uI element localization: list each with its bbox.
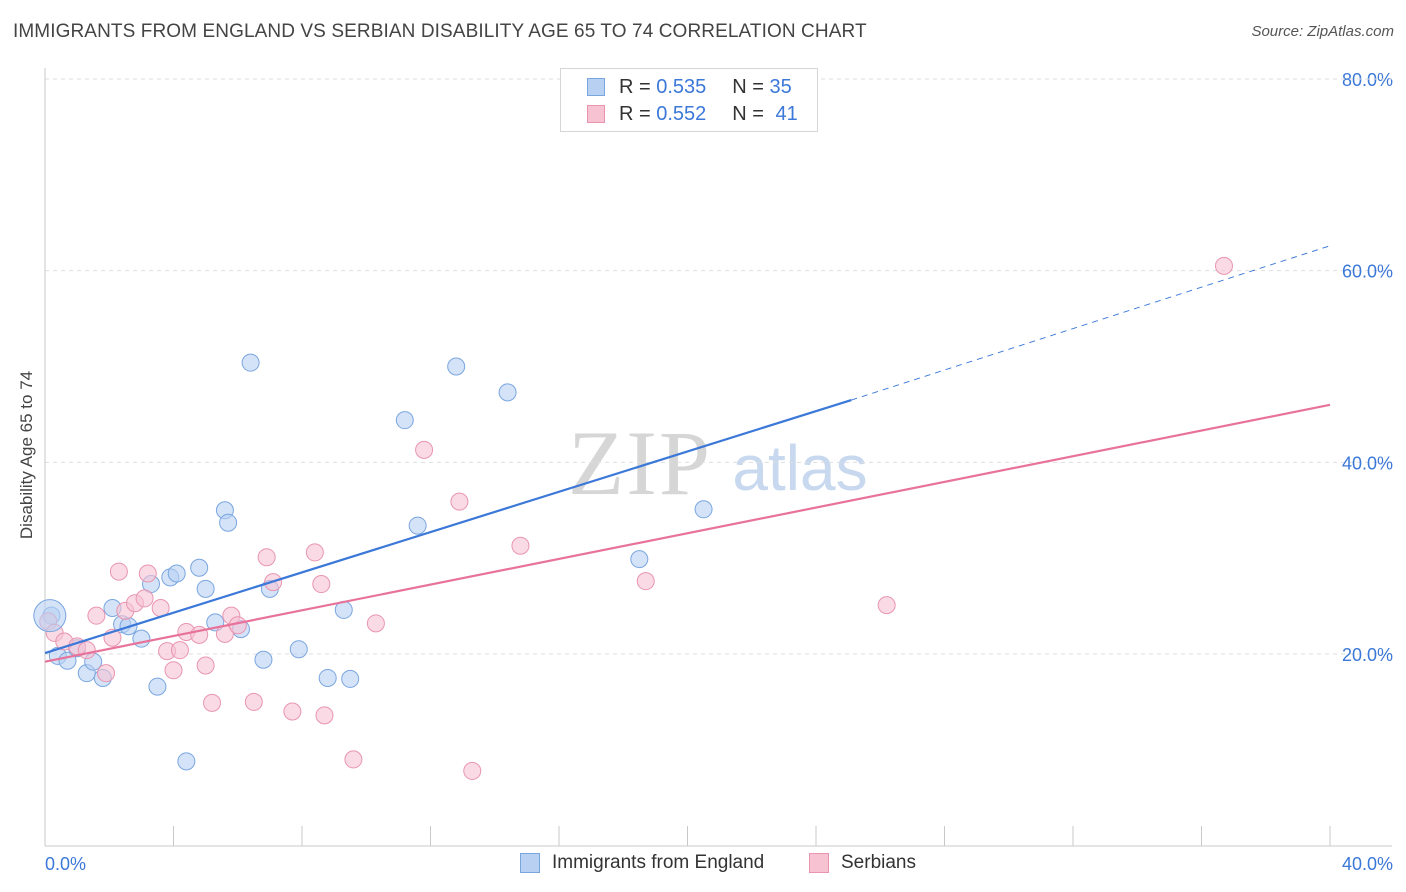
point-england <box>254 650 273 669</box>
point-serbians <box>636 572 655 591</box>
point-serbians <box>344 750 363 769</box>
series-legend-serbians-label: Serbians <box>841 852 916 873</box>
legend-n-value-serbians: 41 <box>775 102 798 125</box>
point-england <box>395 411 414 430</box>
trendline-england <box>44 398 852 655</box>
y-tick-label: 40.0% <box>1342 453 1393 473</box>
point-england <box>630 550 649 569</box>
point-england <box>447 357 466 376</box>
y-tick-label: 20.0% <box>1342 645 1393 665</box>
legend-row-england: R = 0.535 N = 35 <box>587 75 792 99</box>
point-england-large <box>33 599 67 633</box>
legend-n-label: N = <box>732 102 770 125</box>
legend-r-label: R = <box>619 75 657 98</box>
point-england <box>318 668 337 687</box>
watermark-atlas: atlas <box>732 432 867 504</box>
x-tick-label-max: 40.0% <box>1342 854 1393 874</box>
point-serbians <box>170 641 189 660</box>
point-england <box>498 383 517 402</box>
point-england <box>148 677 167 696</box>
chart-title: IMMIGRANTS FROM ENGLAND VS SERBIAN DISAB… <box>13 21 867 42</box>
series-legend-england: Immigrants from England <box>520 852 764 874</box>
point-serbians <box>450 492 469 511</box>
point-england <box>219 513 238 532</box>
point-serbians <box>1214 256 1233 275</box>
point-serbians <box>283 702 302 721</box>
point-serbians <box>164 661 183 680</box>
chart-source: Source: ZipAtlas.com <box>1251 23 1394 40</box>
trendline-england-extension <box>851 245 1331 401</box>
point-england <box>177 752 196 771</box>
point-serbians <box>109 562 128 581</box>
correlation-legend: R = 0.535 N = 35 R = 0.552 N = 41 <box>560 68 818 132</box>
series-swatch-england <box>520 853 540 873</box>
watermark-zip: ZIP <box>568 412 712 514</box>
legend-r-label: R = <box>619 102 657 125</box>
point-serbians <box>244 692 263 711</box>
legend-r-value-serbians: 0.552 <box>656 102 707 125</box>
point-england <box>241 353 260 372</box>
point-serbians <box>366 614 385 633</box>
point-serbians <box>415 440 434 459</box>
legend-swatch-serbians <box>587 105 605 123</box>
y-tick-label: 80.0% <box>1342 70 1393 90</box>
point-serbians <box>463 761 482 780</box>
series-swatch-serbians <box>809 853 829 873</box>
point-england <box>694 500 713 519</box>
point-england <box>167 564 186 583</box>
point-serbians <box>87 606 106 625</box>
point-serbians <box>257 548 276 567</box>
point-serbians <box>315 706 334 725</box>
legend-n-value-england: 35 <box>769 75 792 98</box>
trendline-serbians <box>44 403 1331 663</box>
legend-row-serbians: R = 0.552 N = 41 <box>587 102 798 126</box>
point-serbians <box>312 575 331 594</box>
point-england <box>289 640 308 659</box>
point-serbians <box>135 589 154 608</box>
point-serbians <box>196 656 215 675</box>
legend-r-value-england: 0.535 <box>656 75 707 98</box>
point-serbians <box>138 564 157 583</box>
point-serbians <box>77 641 96 660</box>
series-legend-england-label: Immigrants from England <box>552 852 765 873</box>
legend-n-label: N = <box>732 75 770 98</box>
series-legend-serbians: Serbians <box>809 852 916 874</box>
point-serbians <box>877 596 896 615</box>
y-axis-label: Disability Age 65 to 74 <box>17 370 36 540</box>
point-serbians <box>203 693 222 712</box>
legend-swatch-england <box>587 78 605 96</box>
point-serbians <box>511 536 530 555</box>
point-serbians <box>97 664 116 683</box>
x-tick-label-min: 0.0% <box>45 854 86 874</box>
point-england <box>408 516 427 535</box>
series-legend: Immigrants from England Serbians <box>0 852 1406 878</box>
y-tick-label: 60.0% <box>1342 262 1393 282</box>
point-england <box>190 558 209 577</box>
point-serbians <box>305 543 324 562</box>
point-england <box>341 669 360 688</box>
point-england <box>196 579 215 598</box>
